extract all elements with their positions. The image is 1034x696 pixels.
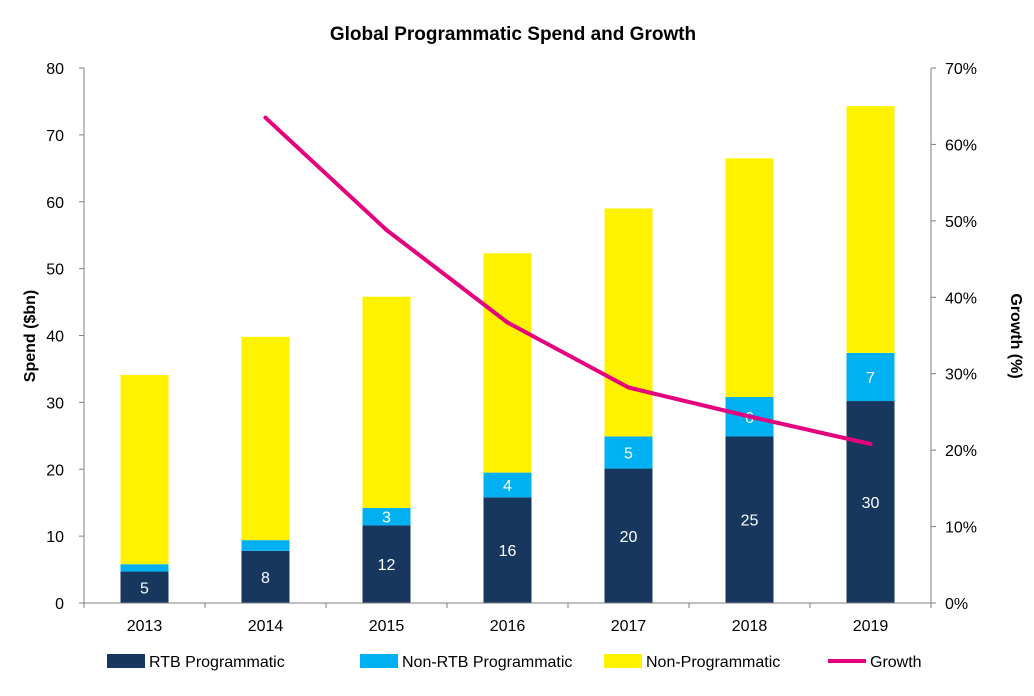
y2-tick-label: 10% <box>945 520 977 537</box>
data-label-0-2013: 5 <box>140 580 149 597</box>
y-tick-label: 10 <box>46 529 64 546</box>
growth-point-2018 <box>747 414 752 419</box>
y-tick-label: 80 <box>46 61 64 78</box>
chart-title: Global Programmatic Spend and Growth <box>330 24 696 45</box>
bar-1-2016 <box>483 472 532 498</box>
legend-label: Non-Programmatic <box>646 654 780 671</box>
growth-point-2014 <box>263 115 268 120</box>
data-label-0-2015: 12 <box>378 557 396 574</box>
data-label-1-2015: 3 <box>382 510 391 527</box>
data-label-1-2016: 4 <box>503 478 512 495</box>
bar-2-2019 <box>846 106 895 353</box>
x-tick-label: 2015 <box>369 618 405 635</box>
bar-2-2014 <box>241 336 290 541</box>
y2-tick-label: 20% <box>945 443 977 460</box>
bar-2-2017 <box>604 208 653 437</box>
legend-label: Growth <box>870 654 922 671</box>
data-label-0-2014: 8 <box>261 570 270 587</box>
bars-layer: 58123164205256307 <box>120 106 895 603</box>
bar-2-2015 <box>362 296 411 509</box>
y2-tick-label: 50% <box>945 214 977 231</box>
y2-tick-label: 30% <box>945 367 977 384</box>
bar-1-2017 <box>604 436 653 469</box>
x-tick-label: 2017 <box>611 618 647 635</box>
bar-0-2016 <box>483 497 532 603</box>
growth-point-2016 <box>505 320 510 325</box>
y2-tick-label: 40% <box>945 290 977 307</box>
right-axis-title: Growth (%) <box>1007 293 1024 378</box>
y-tick-label: 70 <box>46 128 64 145</box>
y-tick-label: 20 <box>46 462 64 479</box>
data-label-1-2017: 5 <box>624 446 633 463</box>
y-tick-label: 60 <box>46 195 64 212</box>
data-label-0-2017: 20 <box>620 529 638 546</box>
bar-0-2015 <box>362 525 411 603</box>
legend-label: RTB Programmatic <box>149 654 285 671</box>
legend-swatch <box>360 654 398 668</box>
bar-2-2013 <box>120 374 169 565</box>
x-tick-label: 2013 <box>127 618 163 635</box>
x-tick-label: 2018 <box>732 618 768 635</box>
x-tick-label: 2019 <box>853 618 889 635</box>
bar-1-2014 <box>241 540 290 551</box>
bar-0-2014 <box>241 550 290 603</box>
legend-swatch <box>107 654 145 668</box>
data-label-0-2018: 25 <box>741 513 759 530</box>
bar-0-2019 <box>846 401 895 603</box>
growth-line <box>263 115 873 446</box>
bar-1-2019 <box>846 352 895 402</box>
growth-point-2017 <box>626 385 631 390</box>
y-tick-label: 50 <box>46 262 64 279</box>
ticks-layer: 2013 2014 2015 2016 2017 2018 2019010203040506… <box>46 61 977 635</box>
data-label-1-2019: 7 <box>866 370 875 387</box>
bar-1-2015 <box>362 508 411 526</box>
left-axis-title: Spend ($bn) <box>22 290 39 382</box>
y-tick-label: 30 <box>46 395 64 412</box>
y-tick-label: 0 <box>55 596 64 613</box>
growth-point-2019 <box>868 442 873 447</box>
legend-swatch <box>604 654 642 668</box>
growth-point-2015 <box>384 228 389 233</box>
bar-2-2016 <box>483 253 532 473</box>
legend-label: Non-RTB Programmatic <box>402 654 572 671</box>
y-tick-label: 40 <box>46 329 64 346</box>
x-tick-label: 2014 <box>248 618 284 635</box>
data-label-0-2016: 16 <box>499 543 517 560</box>
bar-0-2017 <box>604 468 653 603</box>
y2-tick-label: 60% <box>945 137 977 154</box>
legend: RTB Programmatic Non-RTB Programmatic Non-… <box>107 654 922 671</box>
x-tick-label: 2016 <box>490 618 526 635</box>
data-label-0-2019: 30 <box>862 495 880 512</box>
bar-0-2018 <box>725 436 774 603</box>
y2-tick-label: 70% <box>945 61 977 78</box>
y2-tick-label: 0% <box>945 596 968 613</box>
growth-line-layer <box>263 115 873 447</box>
bar-1-2013 <box>120 564 169 572</box>
bar-0-2013 <box>120 571 169 603</box>
bar-2-2018 <box>725 158 774 398</box>
